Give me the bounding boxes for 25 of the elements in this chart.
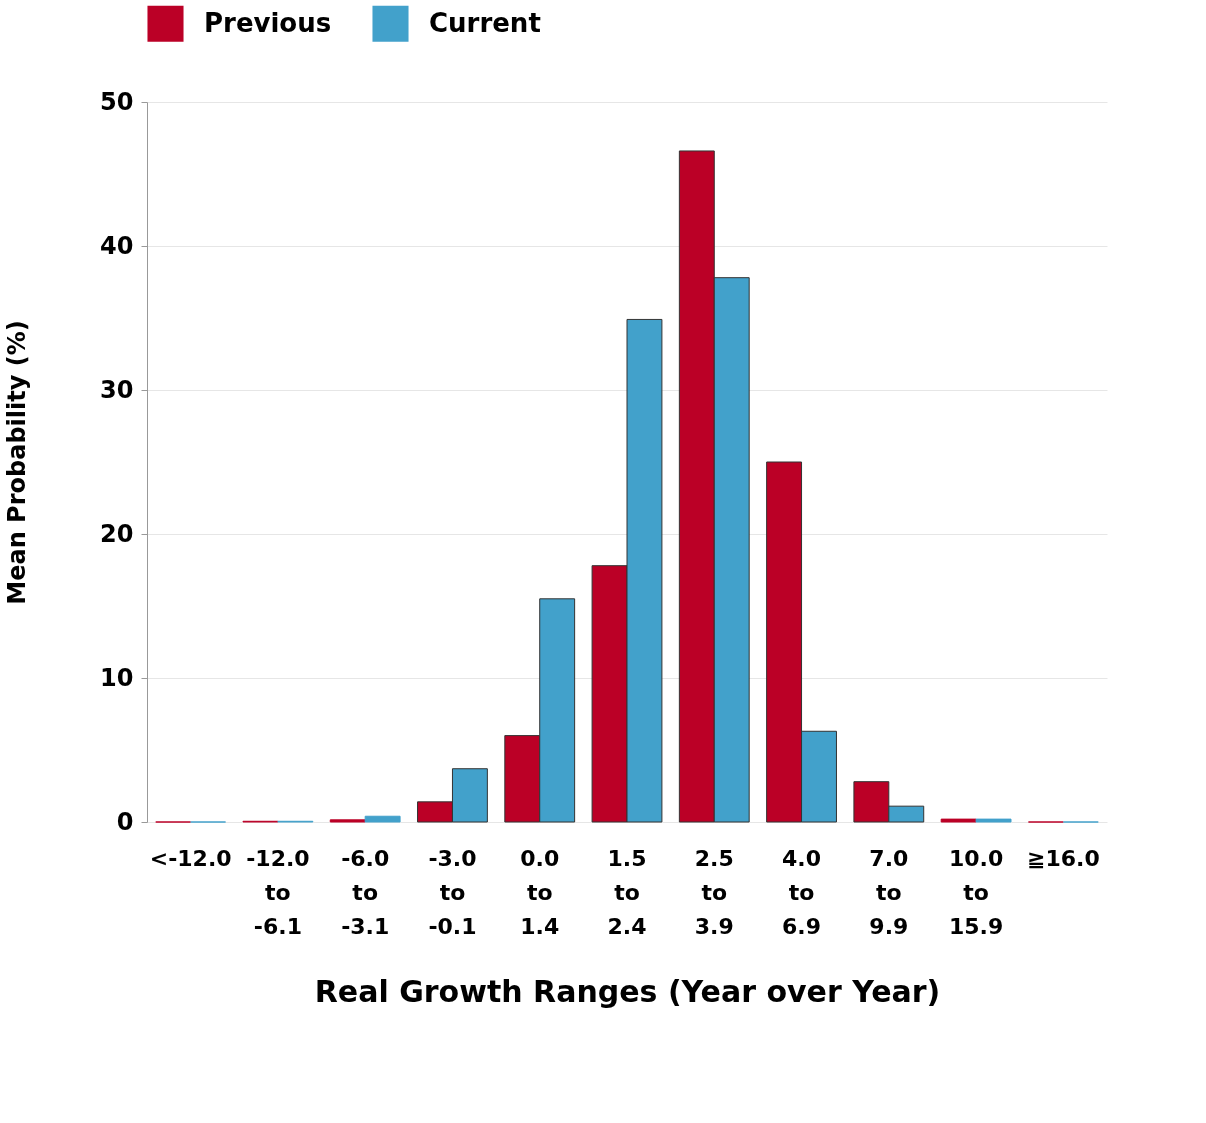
x-tick-label: -12.0 to -6.1 [246, 845, 310, 939]
x-tick-label: -3.0 to -0.1 [428, 845, 477, 939]
x-tick-label: 4.0 to 6.9 [782, 845, 822, 939]
bar [364, 815, 401, 823]
y-tick-label: 10 [100, 663, 134, 692]
bar [329, 819, 366, 823]
y-axis-title: Mean Probability (%) [3, 320, 32, 605]
y-tick-label: 0 [116, 807, 134, 836]
y-tick-label: 20 [100, 519, 134, 548]
x-tick-label: 7.0 to 9.9 [869, 845, 909, 939]
y-tick-label: 40 [100, 231, 134, 260]
x-tick-label: 0.0 to 1.4 [520, 845, 560, 939]
y-tick-label: 50 [100, 87, 134, 116]
x-tick-label: 2.5 to 3.9 [694, 845, 734, 939]
legend-label: Previous [204, 7, 332, 38]
bar [940, 818, 977, 823]
x-tick-label: 10.0 to 15.9 [948, 845, 1004, 939]
x-tick-label: ≧16.0 [1027, 845, 1100, 871]
x-tick-label: <-12.0 [149, 845, 232, 871]
legend-label: Current [429, 7, 541, 38]
x-tick-label: 1.5 to 2.4 [607, 845, 647, 939]
bar [975, 818, 1012, 823]
y-tick-label: 30 [100, 375, 134, 404]
x-axis-title: Real Growth Ranges (Year over Year) [314, 973, 941, 1009]
x-tick-label: -6.0 to -3.1 [341, 845, 390, 939]
